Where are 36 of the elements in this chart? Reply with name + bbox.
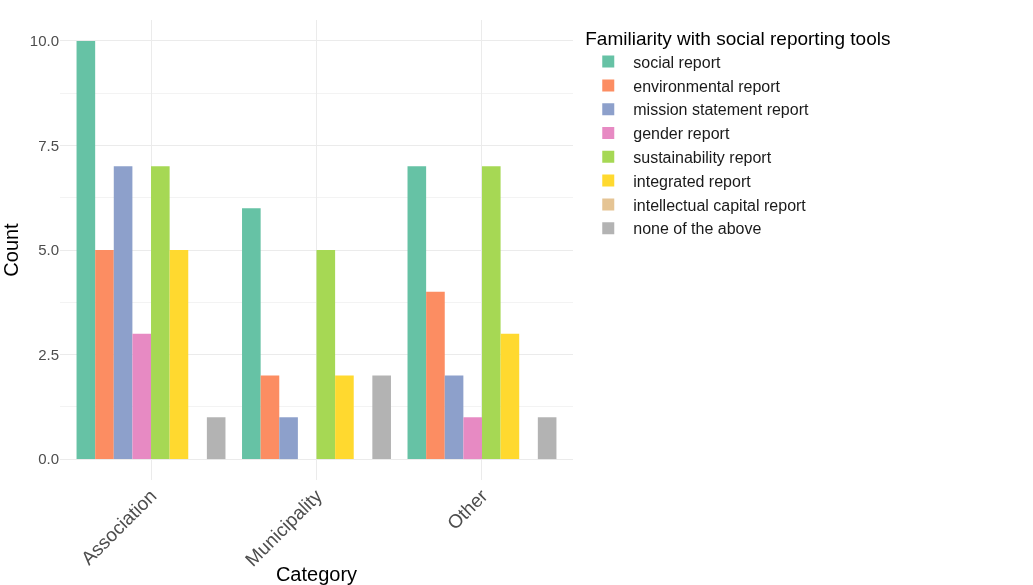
legend-label: none of the above [633, 220, 762, 238]
bar [113, 166, 133, 460]
bar [426, 291, 445, 460]
bar [500, 333, 520, 460]
bar [335, 375, 354, 460]
legend-label: environmental report [633, 77, 781, 95]
bar [444, 375, 464, 460]
y-tick-label: 10.0 [29, 32, 59, 50]
bar [95, 250, 114, 460]
y-axis-title: Count [0, 222, 22, 277]
y-tick-label: 0.0 [38, 450, 59, 468]
legend-label: mission statement report [633, 101, 809, 119]
bar [132, 333, 152, 460]
legend-label: social report [633, 53, 721, 71]
bar [407, 166, 427, 460]
bar [242, 208, 261, 460]
bar [76, 40, 96, 460]
bar [206, 417, 226, 460]
bar [260, 375, 280, 460]
legend-label: integrated report [633, 172, 752, 190]
bar [279, 417, 298, 460]
bar [316, 250, 336, 460]
bar [537, 417, 557, 460]
legend-label: sustainability report [633, 149, 772, 167]
bar [372, 375, 391, 460]
y-tick-label: 5.0 [38, 241, 59, 259]
bar [463, 417, 482, 460]
legend-title: Familiarity with social reporting tools [585, 27, 891, 49]
bar [481, 166, 501, 460]
bar [169, 250, 189, 460]
y-tick-label: 7.5 [38, 136, 59, 154]
y-tick-label: 2.5 [38, 345, 59, 363]
bar [151, 166, 170, 460]
legend-label: intellectual capital report [633, 196, 807, 214]
legend-label: gender report [633, 125, 730, 143]
x-axis-title: Category [275, 563, 358, 585]
